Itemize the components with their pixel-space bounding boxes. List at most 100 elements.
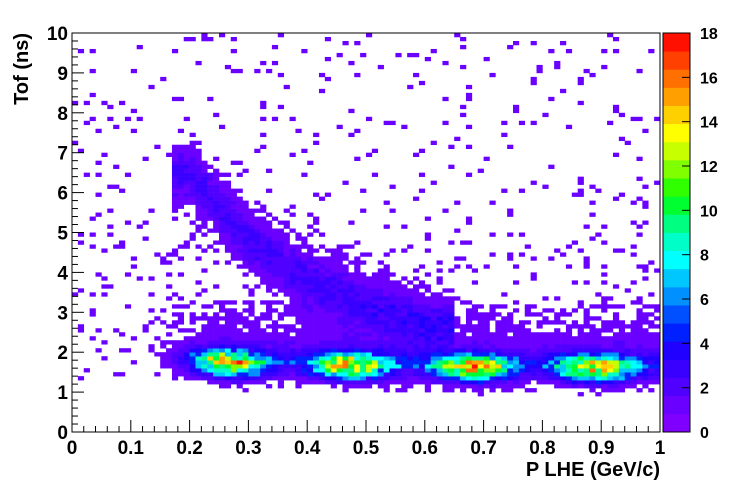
- heatmap-cell: [471, 364, 479, 369]
- heatmap-cell: [342, 388, 349, 393]
- heatmap-cell: [324, 288, 332, 293]
- heatmap-cell: [166, 360, 173, 365]
- heatmap-cell: [648, 360, 655, 365]
- heatmap-cell: [377, 276, 384, 281]
- heatmap-cell: [342, 256, 349, 261]
- heatmap-cell: [460, 340, 467, 345]
- heatmap-cell: [401, 304, 408, 309]
- heatmap-cell: [224, 180, 232, 185]
- heatmap-cell: [424, 344, 431, 349]
- heatmap-cell: [189, 344, 196, 349]
- heatmap-cell: [507, 384, 514, 389]
- heatmap-cell: [601, 384, 608, 389]
- heatmap-cell: [377, 268, 384, 273]
- heatmap-cell: [242, 284, 249, 289]
- heatmap-cell: [501, 384, 508, 389]
- heatmap-cell: [195, 200, 202, 205]
- heatmap-cell: [242, 168, 249, 173]
- heatmap-cell: [72, 100, 79, 106]
- heatmap-cell: [89, 216, 96, 221]
- heatmap-cell: [295, 260, 302, 265]
- heatmap-cell: [213, 240, 220, 245]
- heatmap-cell: [242, 256, 249, 261]
- heatmap-cell: [571, 240, 578, 245]
- heatmap-cell: [448, 384, 455, 389]
- heatmap-cell: [307, 268, 314, 273]
- heatmap-cell: [89, 116, 96, 122]
- heatmap-cell: [413, 312, 420, 317]
- heatmap-cell: [260, 228, 267, 233]
- heatmap-cell: [601, 376, 608, 381]
- heatmap-cell: [560, 336, 567, 341]
- heatmap-cell: [324, 364, 332, 369]
- heatmap-cell: [277, 380, 284, 385]
- heatmap-cell: [201, 184, 208, 189]
- heatmap-cell: [342, 320, 349, 325]
- heatmap-cell: [283, 376, 290, 381]
- heatmap-cell: [254, 148, 261, 153]
- heatmap-cell: [371, 340, 379, 345]
- heatmap-cell: [383, 308, 390, 313]
- heatmap-cell: [354, 264, 361, 269]
- heatmap-cell: [271, 236, 279, 241]
- heatmap-cell: [295, 280, 302, 285]
- heatmap-cell: [177, 296, 185, 301]
- heatmap-cell: [513, 340, 520, 345]
- y-tick-label: 0: [57, 423, 68, 444]
- heatmap-cell: [324, 36, 332, 42]
- heatmap-cell: [354, 312, 361, 317]
- heatmap-cell: [577, 368, 584, 373]
- heatmap-cell: [501, 316, 508, 321]
- heatmap-cell: [260, 208, 267, 213]
- heatmap-cell: [219, 216, 226, 221]
- heatmap-cell: [583, 332, 590, 337]
- heatmap-cell: [248, 236, 255, 241]
- heatmap-cell: [266, 304, 273, 309]
- heatmap-cell: [542, 352, 549, 357]
- heatmap-cell: [430, 180, 437, 185]
- heatmap-cell: [366, 380, 373, 385]
- heatmap-cell: [348, 244, 355, 249]
- heatmap-cell: [177, 340, 185, 345]
- heatmap-cell: [318, 284, 326, 289]
- heatmap-cell: [477, 324, 484, 329]
- heatmap-cell: [195, 224, 202, 229]
- heatmap-cell: [424, 56, 431, 62]
- heatmap-cell: [183, 372, 190, 377]
- heatmap-cell: [324, 300, 332, 305]
- heatmap-cell: [624, 324, 631, 329]
- heatmap-cell: [242, 240, 249, 245]
- heatmap-cell: [301, 272, 308, 277]
- x-tick-label: 0.7: [470, 438, 496, 459]
- heatmap-cell: [360, 280, 367, 285]
- heatmap-cell: [318, 276, 326, 281]
- heatmap-cell: [554, 64, 561, 70]
- heatmap-cell: [377, 348, 384, 353]
- heatmap-cell: [266, 376, 273, 381]
- heatmap-cell: [360, 360, 367, 365]
- heatmap-cell: [318, 272, 326, 277]
- colorbar-segment: [663, 141, 690, 161]
- heatmap-cell: [636, 376, 643, 381]
- heatmap-cell: [454, 264, 461, 269]
- heatmap-cell: [471, 360, 479, 365]
- heatmap-cell: [230, 216, 237, 221]
- heatmap-cell: [448, 340, 455, 345]
- heatmap-cell: [383, 292, 390, 297]
- heatmap-cell: [377, 376, 384, 381]
- heatmap-cell: [318, 336, 326, 341]
- heatmap-cell: [271, 272, 279, 277]
- heatmap-cell: [242, 216, 249, 221]
- heatmap-cell: [224, 340, 232, 345]
- heatmap-cell: [183, 200, 190, 205]
- colorbar-label: 16: [700, 70, 718, 87]
- heatmap-cell: [224, 220, 232, 225]
- heatmap-cell: [607, 356, 614, 361]
- heatmap-cell: [407, 356, 414, 361]
- heatmap-cell: [248, 328, 255, 333]
- heatmap-cell: [195, 176, 202, 181]
- heatmap-cell: [460, 256, 467, 261]
- heatmap-cell: [324, 340, 332, 345]
- heatmap-cell: [177, 148, 185, 153]
- heatmap-cell: [477, 376, 484, 381]
